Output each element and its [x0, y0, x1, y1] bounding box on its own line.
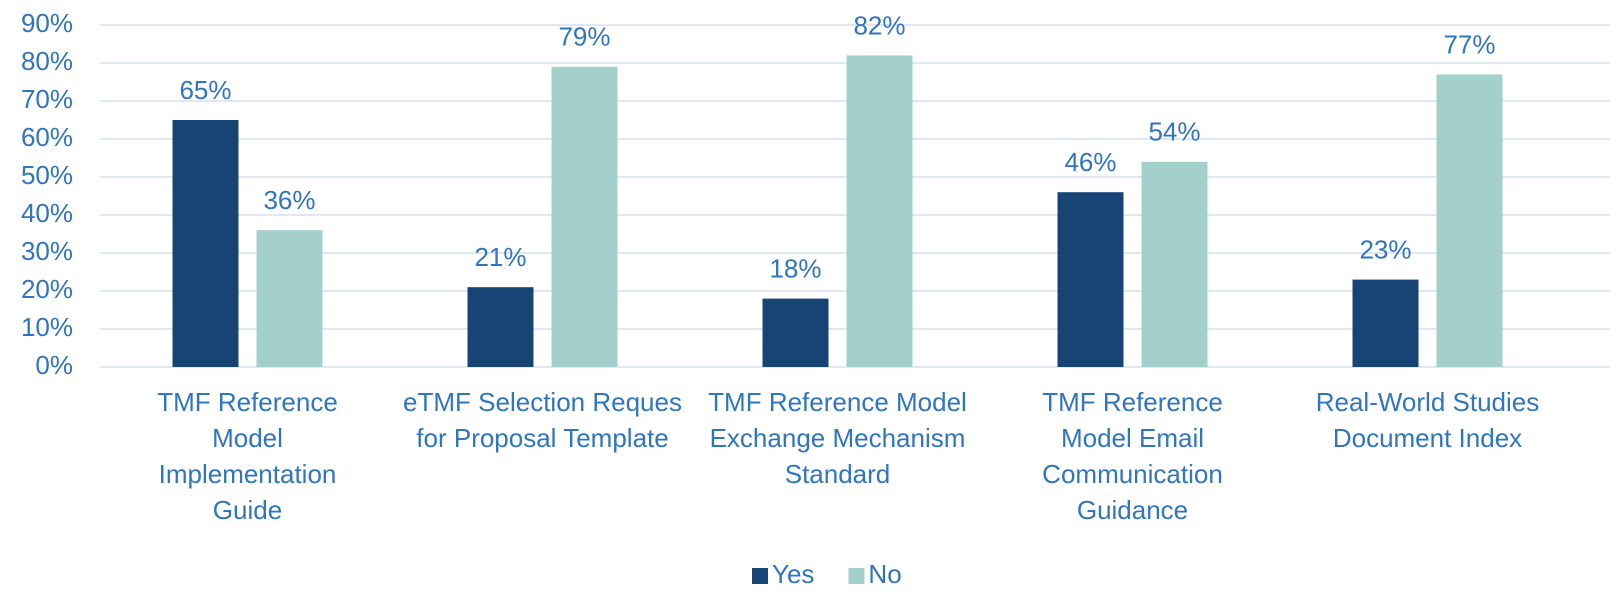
y-tick-label: 50% [21, 160, 73, 190]
legend-label: No [868, 559, 901, 589]
x-tick-label: TMF Reference Model Exchange Mechanism S… [708, 387, 967, 489]
y-tick-label: 70% [21, 84, 73, 114]
x-tick-label: eTMF Selection Reques for Proposal Templ… [403, 387, 682, 453]
legend-label: Yes [772, 559, 814, 589]
y-tick-label: 40% [21, 198, 73, 228]
y-tick-label: 60% [21, 122, 73, 152]
y-tick-label: 90% [21, 8, 73, 38]
y-tick-label: 30% [21, 236, 73, 266]
data-label: 36% [263, 185, 315, 215]
legend-swatch [848, 568, 865, 584]
data-label: 77% [1443, 29, 1495, 59]
data-label: 54% [1148, 117, 1200, 147]
bar [467, 287, 534, 367]
y-tick-label: 20% [21, 274, 73, 304]
bar [846, 55, 913, 368]
bar [1352, 279, 1419, 367]
bar [1141, 161, 1208, 367]
data-label: 21% [474, 242, 526, 272]
legend-swatch [752, 568, 768, 584]
data-label: 46% [1064, 147, 1116, 177]
x-tick-label: TMF Reference Model Implementation Guide [157, 387, 338, 525]
bar [172, 120, 239, 367]
y-tick-label: 10% [21, 312, 73, 342]
data-label: 79% [558, 22, 610, 52]
bar [1436, 74, 1503, 368]
data-label: 65% [179, 75, 231, 105]
data-label: 82% [853, 10, 905, 40]
data-label: 18% [769, 253, 821, 283]
bar [551, 66, 618, 368]
y-tick-label: 0% [35, 350, 73, 380]
y-tick-label: 80% [21, 46, 73, 76]
bar [1057, 192, 1124, 367]
bar [762, 298, 829, 367]
bar [256, 230, 323, 367]
x-tick-label: TMF Reference Model Email Communication … [1042, 387, 1223, 525]
x-tick-label: Real-World Studies Document Index [1315, 387, 1540, 453]
data-label: 23% [1359, 234, 1411, 264]
